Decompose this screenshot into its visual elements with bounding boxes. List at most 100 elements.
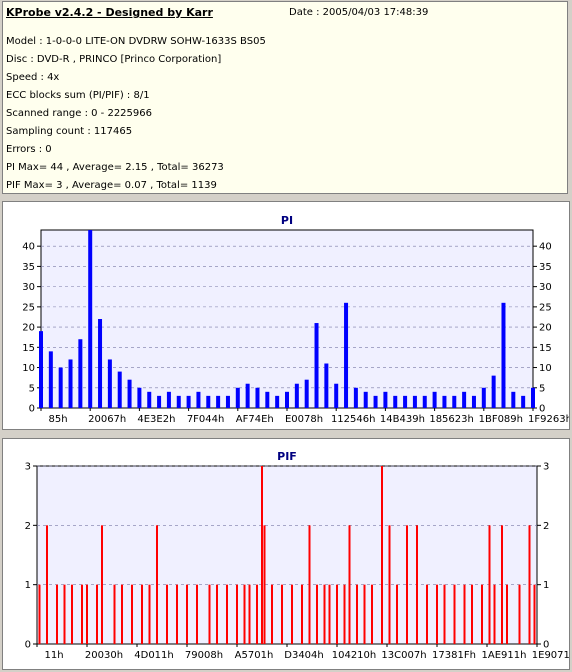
data-bar bbox=[166, 584, 168, 644]
y-tick-label-left: 35 bbox=[22, 262, 35, 273]
data-bar bbox=[491, 375, 496, 408]
data-bar bbox=[521, 395, 526, 408]
data-bar bbox=[422, 395, 427, 408]
data-bar bbox=[261, 466, 263, 644]
data-bar bbox=[186, 395, 191, 408]
ecc-line: ECC blocks sum (PI/PIF) : 8/1 bbox=[6, 90, 150, 101]
data-bar bbox=[323, 584, 326, 644]
data-bar bbox=[506, 584, 508, 644]
data-bar bbox=[166, 391, 171, 408]
x-tick-label: 104210h bbox=[332, 650, 377, 661]
report-date: Date : 2005/04/03 17:48:39 bbox=[289, 7, 429, 18]
data-bar bbox=[281, 584, 283, 644]
data-bar bbox=[121, 584, 123, 644]
data-bar bbox=[46, 525, 48, 644]
data-bar bbox=[71, 584, 73, 644]
data-bar bbox=[501, 525, 503, 644]
data-bar bbox=[58, 367, 63, 408]
pif-chart: PIF 0 0 1 1 2 2 3 3 11h 20030h 4D011h 79008h A5701h D3… bbox=[25, 450, 569, 661]
data-bar bbox=[533, 584, 536, 644]
x-tick-label: 11h bbox=[44, 650, 63, 661]
x-tick-label: 1BF089h bbox=[479, 414, 523, 425]
data-bar bbox=[208, 584, 211, 644]
x-tick-label: 13C007h bbox=[381, 650, 426, 661]
data-bar bbox=[291, 584, 293, 644]
data-bar bbox=[363, 391, 368, 408]
y-tick-label-left: 1 bbox=[25, 580, 31, 591]
x-tick-label: AF74Eh bbox=[236, 414, 274, 425]
data-bar bbox=[373, 395, 378, 408]
x-tick-label: 7F044h bbox=[187, 414, 225, 425]
data-bar bbox=[531, 387, 535, 408]
chart-title: PIF bbox=[277, 450, 297, 463]
data-bar bbox=[48, 351, 53, 408]
data-bar bbox=[463, 584, 466, 644]
y-tick-label-left: 10 bbox=[22, 363, 35, 374]
data-bar bbox=[481, 387, 486, 408]
data-bar bbox=[406, 525, 408, 644]
range-line: Scanned range : 0 - 2225966 bbox=[6, 108, 152, 119]
data-bar bbox=[226, 584, 228, 644]
data-bar bbox=[148, 584, 151, 644]
data-bar bbox=[216, 584, 218, 644]
data-bar bbox=[344, 302, 349, 408]
data-bar bbox=[137, 387, 142, 408]
data-bar bbox=[147, 391, 152, 408]
model-line: Model : 1-0-0-0 LITE-ON DVDRW SOHW-1633S… bbox=[6, 36, 266, 47]
sampling-line: Sampling count : 117465 bbox=[6, 126, 133, 137]
data-bar bbox=[501, 302, 506, 408]
data-bar bbox=[462, 391, 467, 408]
y-tick-label-right: 3 bbox=[543, 462, 549, 473]
y-tick-label-left: 40 bbox=[22, 242, 35, 253]
data-bar bbox=[38, 584, 41, 644]
data-bar bbox=[324, 363, 329, 408]
pi-chart-panel: PI 0 0 5 5 10 10 15 15 20 20 25 25 30 30 35 35 40 40 85h 200… bbox=[2, 201, 570, 430]
data-bar bbox=[528, 525, 531, 644]
x-tick-label: D3404h bbox=[284, 650, 324, 661]
y-tick-label-left: 2 bbox=[25, 521, 31, 532]
data-bar bbox=[304, 379, 309, 408]
x-tick-label: 1AE911h bbox=[482, 650, 527, 661]
y-tick-label-right: 15 bbox=[539, 343, 552, 354]
y-tick-label-left: 3 bbox=[25, 462, 31, 473]
data-bar bbox=[113, 584, 116, 644]
report-panel: KProbe v2.4.2 - Designed by Karr Date : … bbox=[2, 1, 568, 194]
data-bar bbox=[426, 584, 428, 644]
pi-summary-line: PI Max= 44 , Average= 2.15 , Total= 3627… bbox=[6, 162, 224, 173]
report-title: KProbe v2.4.2 - Designed by Karr bbox=[6, 6, 213, 19]
chart-title: PI bbox=[281, 214, 293, 227]
data-bar bbox=[196, 584, 198, 644]
data-bar bbox=[471, 395, 476, 408]
x-tick-label: 185623h bbox=[429, 414, 474, 425]
data-bar bbox=[141, 584, 143, 644]
x-tick-label: E0078h bbox=[285, 414, 323, 425]
data-bar bbox=[81, 584, 83, 644]
data-bar bbox=[56, 584, 58, 644]
y-tick-label-right: 2 bbox=[543, 521, 549, 532]
plot-area bbox=[36, 465, 538, 645]
data-bar bbox=[453, 584, 456, 644]
data-bar bbox=[131, 584, 133, 644]
data-bar bbox=[403, 395, 408, 408]
data-bar bbox=[334, 383, 339, 408]
data-bar bbox=[271, 584, 273, 644]
y-tick-label-right: 10 bbox=[539, 363, 552, 374]
data-bar bbox=[63, 584, 66, 644]
data-bar bbox=[186, 584, 188, 644]
data-bar bbox=[308, 525, 311, 644]
y-tick-label-right: 1 bbox=[543, 580, 549, 591]
data-bar bbox=[348, 525, 351, 644]
data-bar bbox=[88, 230, 93, 408]
data-bar bbox=[316, 584, 318, 644]
pif-summary-line: PIF Max= 3 , Average= 0.07 , Total= 1139 bbox=[6, 180, 217, 191]
data-bar bbox=[363, 584, 366, 644]
data-bar bbox=[275, 395, 280, 408]
y-tick-label-left: 5 bbox=[29, 383, 35, 394]
y-tick-label-right: 20 bbox=[539, 323, 552, 334]
x-tick-label: 79008h bbox=[185, 650, 223, 661]
y-tick-label-right: 30 bbox=[539, 282, 552, 293]
x-tick-label: A5701h bbox=[235, 650, 274, 661]
y-tick-label-right: 35 bbox=[539, 262, 552, 273]
data-bar bbox=[396, 584, 398, 644]
x-tick-label: 20030h bbox=[85, 650, 123, 661]
